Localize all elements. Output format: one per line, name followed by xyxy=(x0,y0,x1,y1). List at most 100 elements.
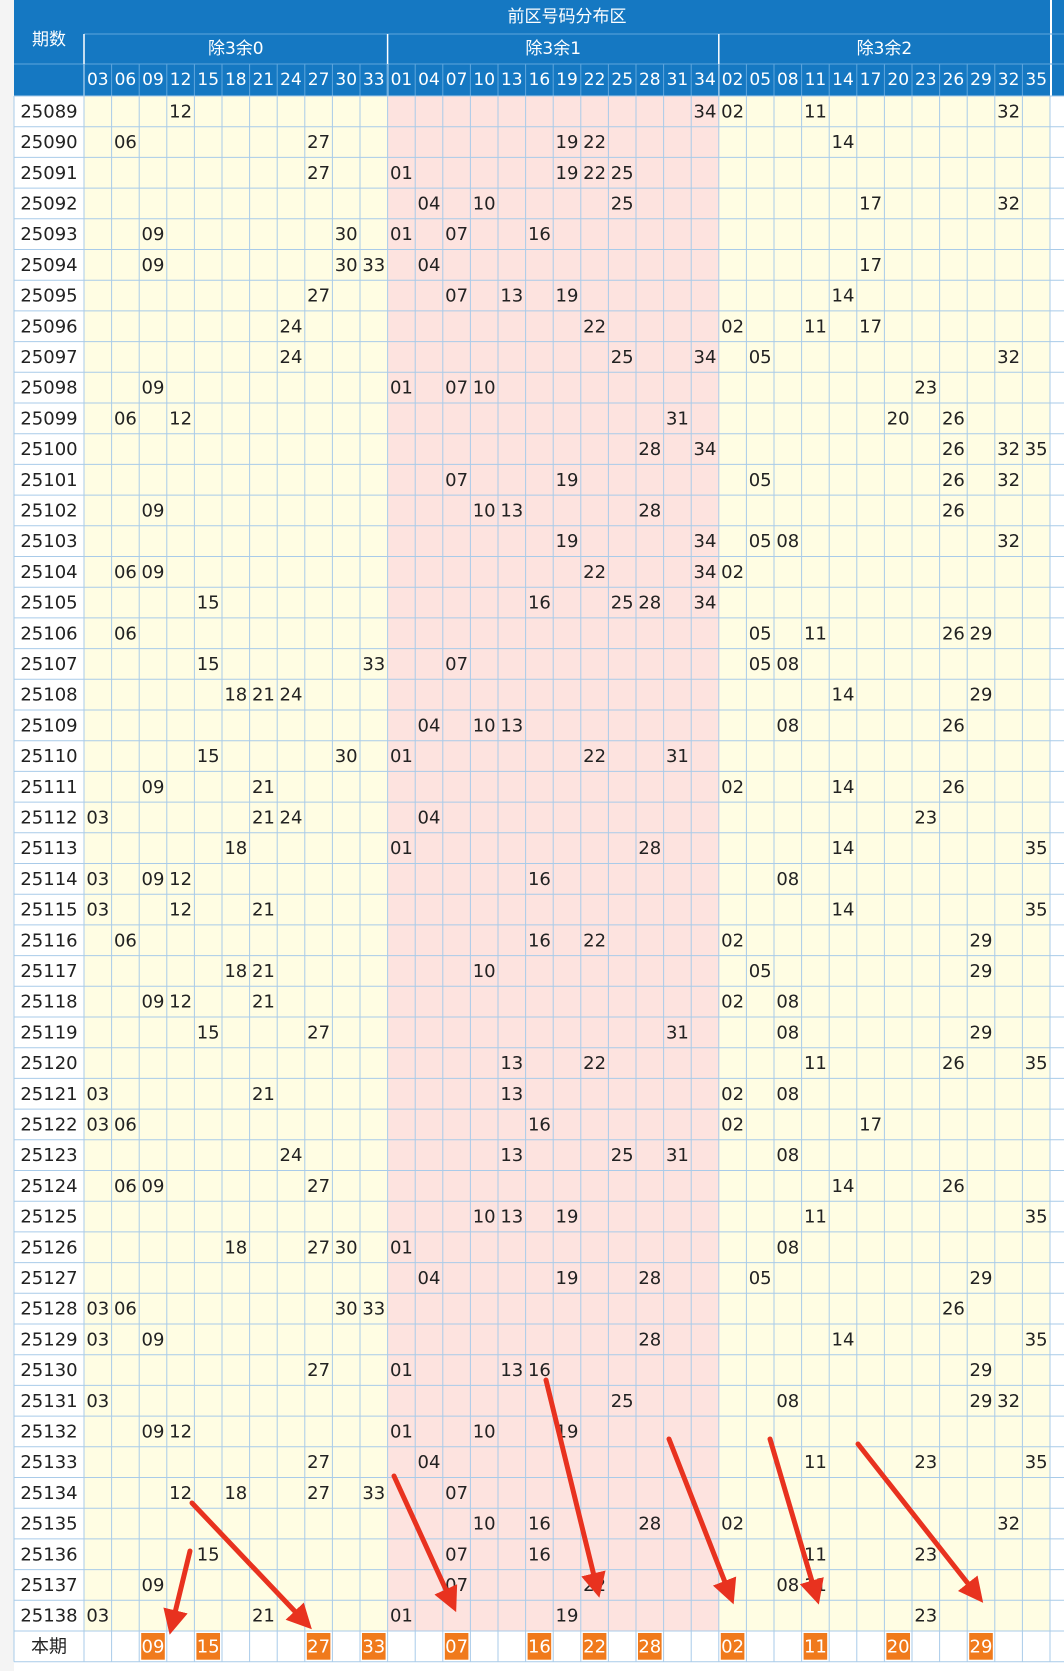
drawn-number: 26 xyxy=(942,439,965,460)
arrows xyxy=(163,1377,984,1635)
period: 25137 xyxy=(20,1575,77,1596)
drawn-number: 25 xyxy=(611,193,634,214)
current-number: 29 xyxy=(970,1636,993,1657)
drawn-number: 09 xyxy=(142,255,165,276)
drawn-number: 31 xyxy=(666,408,689,429)
arrow xyxy=(767,1436,824,1605)
drawn-number: 29 xyxy=(970,1360,993,1381)
column-number: 30 xyxy=(335,70,357,90)
drawn-number: 32 xyxy=(997,1391,1020,1412)
drawn-number: 02 xyxy=(721,1084,744,1105)
drawn-number: 10 xyxy=(473,500,496,521)
drawn-number: 17 xyxy=(859,193,882,214)
drawn-number: 08 xyxy=(776,1575,799,1596)
drawn-number: 08 xyxy=(776,531,799,552)
period: 25119 xyxy=(20,1022,77,1043)
drawn-number: 32 xyxy=(997,193,1020,214)
column-number: 07 xyxy=(446,70,468,90)
drawn-number: 08 xyxy=(776,1084,799,1105)
drawn-number: 27 xyxy=(307,163,330,184)
current-cell xyxy=(196,1633,220,1660)
column-number: 20 xyxy=(887,70,909,90)
drawn-number: 09 xyxy=(142,1329,165,1350)
period: 25103 xyxy=(20,531,77,552)
drawn-number: 22 xyxy=(583,163,606,184)
period: 25134 xyxy=(20,1483,77,1504)
period: 25115 xyxy=(20,900,77,921)
drawn-number: 19 xyxy=(556,470,579,491)
drawn-number: 28 xyxy=(638,1268,661,1289)
drawn-number: 27 xyxy=(307,1022,330,1043)
drawn-number: 01 xyxy=(390,746,413,767)
drawn-number: 26 xyxy=(942,777,965,798)
drawn-number: 22 xyxy=(583,1053,606,1074)
drawn-number: 09 xyxy=(142,562,165,583)
drawn-number: 17 xyxy=(859,1114,882,1135)
drawn-number: 07 xyxy=(445,378,468,399)
drawn-number: 13 xyxy=(500,715,523,736)
drawn-number: 15 xyxy=(197,593,220,614)
drawn-number: 12 xyxy=(169,1483,192,1504)
period: 25130 xyxy=(20,1360,77,1381)
drawn-number: 09 xyxy=(142,777,165,798)
drawn-number: 03 xyxy=(86,1084,109,1105)
drawn-number: 06 xyxy=(114,1114,137,1135)
drawn-number: 02 xyxy=(721,316,744,337)
drawn-number: 26 xyxy=(942,1053,965,1074)
drawn-number: 16 xyxy=(528,1114,551,1135)
drawn-number: 07 xyxy=(445,654,468,675)
drawn-number: 18 xyxy=(224,838,247,859)
drawn-number: 35 xyxy=(1025,1207,1048,1228)
drawn-number: 21 xyxy=(252,900,275,921)
group-header: 除3余2 xyxy=(857,39,913,59)
arrow xyxy=(855,1441,984,1603)
drawn-number: 27 xyxy=(307,286,330,307)
drawn-number: 06 xyxy=(114,623,137,644)
drawn-number: 29 xyxy=(970,1391,993,1412)
drawn-number: 04 xyxy=(418,1452,441,1473)
period: 25113 xyxy=(20,838,77,859)
drawn-number: 29 xyxy=(970,623,993,644)
column-number: 06 xyxy=(115,70,137,90)
drawn-number: 03 xyxy=(86,1391,109,1412)
period: 25135 xyxy=(20,1514,77,1535)
drawn-number: 21 xyxy=(252,961,275,982)
drawn-number: 20 xyxy=(887,408,910,429)
drawn-number: 25 xyxy=(611,1145,634,1166)
drawn-number: 33 xyxy=(362,255,385,276)
period: 25118 xyxy=(20,992,77,1013)
drawn-number: 10 xyxy=(473,193,496,214)
drawn-number: 03 xyxy=(86,1606,109,1627)
column-number: 27 xyxy=(308,70,330,90)
drawn-number: 32 xyxy=(997,439,1020,460)
period: 25089 xyxy=(20,101,77,122)
drawn-number: 34 xyxy=(694,562,717,583)
period: 25133 xyxy=(20,1452,77,1473)
current-number: 09 xyxy=(142,1636,165,1657)
drawn-number: 14 xyxy=(832,838,855,859)
group-header: 除3余0 xyxy=(208,39,264,59)
drawn-number: 12 xyxy=(169,869,192,890)
current-number: 33 xyxy=(362,1636,385,1657)
drawn-number: 08 xyxy=(776,715,799,736)
drawn-number: 24 xyxy=(280,1145,303,1166)
drawn-number: 09 xyxy=(142,869,165,890)
column-number: 24 xyxy=(280,70,302,90)
drawn-number: 29 xyxy=(970,1268,993,1289)
drawn-number: 09 xyxy=(142,224,165,245)
drawn-number: 13 xyxy=(500,286,523,307)
drawn-number: 31 xyxy=(666,1022,689,1043)
drawn-number: 06 xyxy=(114,132,137,153)
drawn-number: 22 xyxy=(583,930,606,951)
period: 25117 xyxy=(20,961,77,982)
current-cell xyxy=(582,1633,607,1660)
drawn-number: 01 xyxy=(390,1360,413,1381)
drawn-number: 12 xyxy=(169,900,192,921)
drawn-number: 14 xyxy=(832,1329,855,1350)
drawn-number: 22 xyxy=(583,316,606,337)
period: 25105 xyxy=(20,593,77,614)
drawn-number: 35 xyxy=(1025,1053,1048,1074)
drawn-number: 23 xyxy=(914,1544,937,1565)
drawn-number: 08 xyxy=(776,992,799,1013)
drawn-number: 02 xyxy=(721,1114,744,1135)
